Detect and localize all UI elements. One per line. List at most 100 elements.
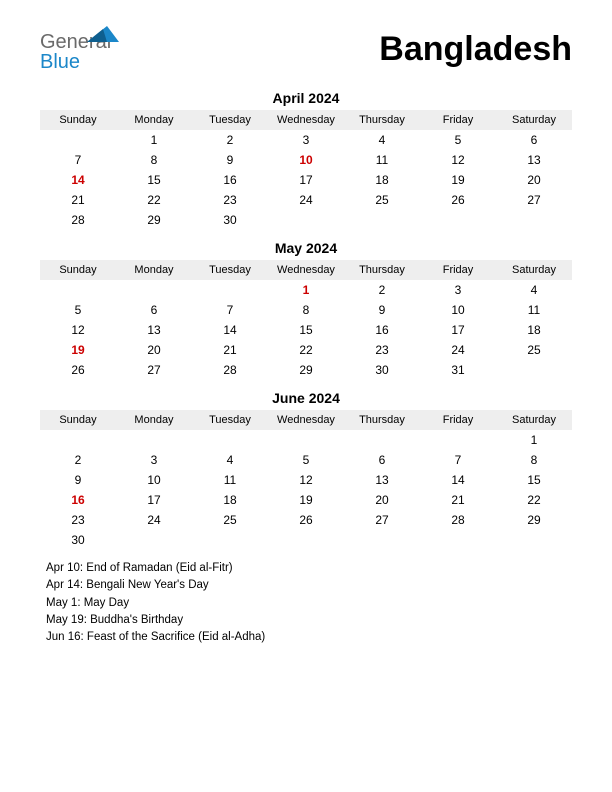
calendar-day-cell: 19 — [268, 490, 344, 510]
calendar-day-cell: 19 — [40, 340, 116, 360]
calendar-day-cell: 16 — [40, 490, 116, 510]
calendar-day-cell: 8 — [496, 450, 572, 470]
calendar-day-cell — [116, 280, 192, 300]
weekday-header: Saturday — [496, 260, 572, 280]
logo: General Blue — [40, 28, 111, 72]
calendar-day-cell: 13 — [116, 320, 192, 340]
calendar-day-cell: 10 — [420, 300, 496, 320]
calendar-day-cell — [268, 210, 344, 230]
calendar-day-cell — [268, 430, 344, 450]
holiday-entry: Apr 14: Bengali New Year's Day — [46, 577, 572, 594]
calendar-day-cell — [496, 530, 572, 550]
weekday-header: Tuesday — [192, 110, 268, 130]
calendar-month: May 2024 SundayMondayTuesdayWednesdayThur… — [40, 240, 572, 380]
calendar-day-cell: 29 — [496, 510, 572, 530]
calendar-day-cell: 30 — [192, 210, 268, 230]
calendar-week-row: 567891011 — [40, 300, 572, 320]
calendar-day-cell: 19 — [420, 170, 496, 190]
calendar-day-cell: 12 — [268, 470, 344, 490]
country-title: Bangladesh — [379, 28, 572, 69]
calendar-day-cell: 27 — [116, 360, 192, 380]
calendar-week-row: 16171819202122 — [40, 490, 572, 510]
month-title: April 2024 — [40, 90, 572, 106]
calendars-container: April 2024 SundayMondayTuesdayWednesdayTh… — [40, 90, 572, 550]
calendar-table: SundayMondayTuesdayWednesdayThursdayFrid… — [40, 410, 572, 550]
calendar-day-cell: 3 — [116, 450, 192, 470]
calendar-day-cell: 14 — [420, 470, 496, 490]
weekday-header: Thursday — [344, 260, 420, 280]
weekday-header: Tuesday — [192, 260, 268, 280]
calendar-day-cell: 8 — [268, 300, 344, 320]
calendar-day-cell: 9 — [40, 470, 116, 490]
calendar-day-cell: 15 — [496, 470, 572, 490]
calendar-day-cell: 29 — [116, 210, 192, 230]
weekday-header: Monday — [116, 260, 192, 280]
calendar-week-row: 282930 — [40, 210, 572, 230]
calendar-day-cell: 30 — [344, 360, 420, 380]
holidays-list: Apr 10: End of Ramadan (Eid al-Fitr)Apr … — [40, 560, 572, 646]
calendar-day-cell: 13 — [344, 470, 420, 490]
calendar-day-cell — [496, 210, 572, 230]
weekday-header: Friday — [420, 410, 496, 430]
month-title: June 2024 — [40, 390, 572, 406]
weekday-header: Friday — [420, 110, 496, 130]
calendar-day-cell: 24 — [116, 510, 192, 530]
weekday-header: Sunday — [40, 110, 116, 130]
calendar-day-cell: 8 — [116, 150, 192, 170]
calendar-day-cell: 29 — [268, 360, 344, 380]
calendar-day-cell: 24 — [268, 190, 344, 210]
calendar-day-cell: 2 — [192, 130, 268, 150]
calendar-day-cell: 4 — [344, 130, 420, 150]
calendar-day-cell: 2 — [344, 280, 420, 300]
calendar-day-cell: 22 — [496, 490, 572, 510]
calendar-week-row: 123456 — [40, 130, 572, 150]
calendar-day-cell — [116, 530, 192, 550]
calendar-day-cell: 24 — [420, 340, 496, 360]
logo-text-blue: Blue — [40, 51, 80, 73]
weekday-header: Monday — [116, 110, 192, 130]
calendar-month: April 2024 SundayMondayTuesdayWednesdayTh… — [40, 90, 572, 230]
holiday-entry: Jun 16: Feast of the Sacrifice (Eid al-A… — [46, 629, 572, 646]
calendar-day-cell: 28 — [192, 360, 268, 380]
calendar-day-cell: 5 — [40, 300, 116, 320]
calendar-week-row: 1 — [40, 430, 572, 450]
calendar-week-row: 30 — [40, 530, 572, 550]
calendar-day-cell: 25 — [344, 190, 420, 210]
calendar-table: SundayMondayTuesdayWednesdayThursdayFrid… — [40, 110, 572, 230]
calendar-day-cell: 10 — [116, 470, 192, 490]
calendar-week-row: 23242526272829 — [40, 510, 572, 530]
calendar-day-cell: 23 — [40, 510, 116, 530]
calendar-day-cell — [40, 430, 116, 450]
calendar-day-cell: 20 — [496, 170, 572, 190]
weekday-header: Tuesday — [192, 410, 268, 430]
header: General Blue Bangladesh — [40, 28, 572, 72]
calendar-day-cell — [116, 430, 192, 450]
calendar-table: SundayMondayTuesdayWednesdayThursdayFrid… — [40, 260, 572, 380]
calendar-day-cell: 26 — [268, 510, 344, 530]
calendar-week-row: 21222324252627 — [40, 190, 572, 210]
calendar-day-cell — [268, 530, 344, 550]
holiday-entry: May 1: May Day — [46, 595, 572, 612]
calendar-week-row: 2345678 — [40, 450, 572, 470]
calendar-day-cell: 28 — [420, 510, 496, 530]
calendar-day-cell — [420, 430, 496, 450]
logo-triangle-icon — [87, 26, 119, 42]
weekday-header: Monday — [116, 410, 192, 430]
calendar-day-cell: 4 — [496, 280, 572, 300]
weekday-header: Thursday — [344, 410, 420, 430]
weekday-header: Sunday — [40, 410, 116, 430]
calendar-day-cell: 26 — [420, 190, 496, 210]
calendar-day-cell: 6 — [116, 300, 192, 320]
calendar-day-cell: 4 — [192, 450, 268, 470]
calendar-day-cell — [40, 280, 116, 300]
calendar-day-cell: 6 — [496, 130, 572, 150]
month-title: May 2024 — [40, 240, 572, 256]
calendar-day-cell — [344, 210, 420, 230]
calendar-day-cell: 28 — [40, 210, 116, 230]
calendar-day-cell: 18 — [496, 320, 572, 340]
calendar-day-cell: 20 — [116, 340, 192, 360]
calendar-day-cell: 11 — [496, 300, 572, 320]
weekday-header: Saturday — [496, 110, 572, 130]
calendar-week-row: 1234 — [40, 280, 572, 300]
calendar-day-cell: 2 — [40, 450, 116, 470]
